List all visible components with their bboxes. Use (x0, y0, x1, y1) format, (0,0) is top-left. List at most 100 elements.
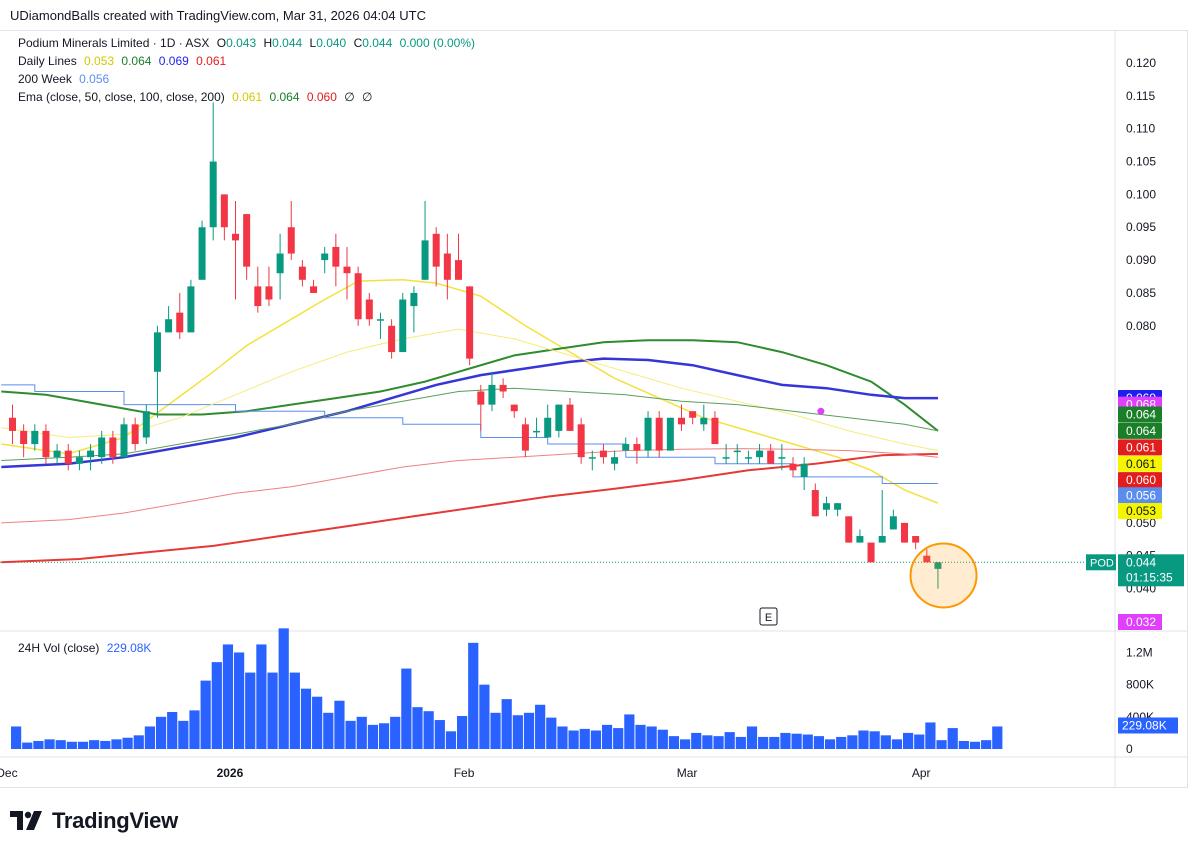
volume-bar (490, 712, 501, 749)
legend-daily-v2: 0.064 (121, 54, 152, 68)
legend-volume[interactable]: 24H Vol (close) 229.08K (18, 641, 155, 655)
legend-daily-v1: 0.053 (84, 54, 115, 68)
volume-bar (702, 735, 713, 749)
volume-bar (245, 672, 256, 749)
candle-body (421, 240, 429, 280)
volume-bar (256, 644, 267, 749)
candle-body (533, 430, 541, 433)
candle-body (577, 424, 585, 458)
volume-bar (958, 740, 969, 749)
volume-bar (646, 726, 657, 749)
candle-body (98, 437, 106, 458)
price-badge-label: 0.061 (1126, 457, 1156, 471)
volume-bar (535, 704, 546, 749)
candle-body (666, 417, 674, 451)
volume-bar (713, 736, 724, 749)
price-badge-label: 0.064 (1126, 424, 1156, 438)
volume-bar (836, 736, 847, 749)
current-price-badge (1118, 554, 1184, 587)
volume-bar (445, 731, 457, 749)
volume-bar (155, 716, 167, 749)
price-badge-label: 0.060 (1126, 473, 1156, 487)
candle-body (388, 325, 396, 353)
candle-body (9, 417, 16, 431)
volume-bar (189, 710, 200, 749)
tradingview-logo[interactable]: TradingView (10, 808, 178, 834)
candle-body (142, 411, 150, 438)
chart-attribution: UDiamondBalls created with TradingView.c… (10, 8, 426, 23)
ma-line-2 (1, 357, 938, 469)
candle-body (153, 332, 161, 372)
countdown-label: 01:15:35 (1126, 570, 1173, 584)
volume-bar (914, 734, 925, 749)
candlestick-chart[interactable]: 0.120 0.115 0.110 0.105 0.100 0.095 0.090 0.085… (0, 0, 1200, 790)
volume-tick-label: 800K (1126, 678, 1154, 692)
price-badge-label: 0.053 (1126, 504, 1156, 518)
volume-bar (468, 642, 479, 749)
candle-body (800, 463, 808, 477)
ma-line-1 (1, 339, 939, 432)
candle-body (834, 503, 842, 510)
volume-bar (211, 662, 222, 749)
volume-bar (512, 715, 523, 749)
volume-bar (746, 726, 758, 749)
candle-body (209, 161, 217, 228)
candle-body (265, 286, 273, 300)
volume-bar (546, 717, 557, 749)
volume-bar (992, 726, 1003, 749)
earnings-marker[interactable] (759, 607, 778, 626)
volume-bar (791, 733, 802, 749)
volume-bar (133, 735, 144, 749)
annotations: E (759, 407, 978, 626)
price-badge (1118, 487, 1162, 504)
axes: 0.120 0.115 0.110 0.105 0.100 0.095 0.090 0.085… (0, 56, 1156, 780)
price-badge-label: 0.064 (1126, 407, 1156, 421)
price-badge (1118, 439, 1162, 456)
legend-daily-v3: 0.069 (158, 54, 189, 68)
candle-body (856, 536, 864, 543)
time-tick-label: Feb (454, 766, 475, 780)
volume-bar (434, 720, 445, 749)
legend-200-week[interactable]: 200 Week 0.056 (18, 72, 113, 86)
volume-bar (378, 723, 390, 749)
volume-bar (769, 736, 780, 749)
legend-ema-v4: ∅ (344, 90, 355, 104)
price-badge (1118, 455, 1162, 472)
volume-bar (222, 644, 234, 749)
candle-body (521, 424, 529, 451)
candle-body (878, 536, 886, 543)
volume-bar (278, 628, 289, 749)
volume-bar (234, 652, 245, 749)
candle-body (711, 417, 719, 445)
symbol-tag-label: POD (1090, 557, 1114, 569)
legend-daily-lines[interactable]: Daily Lines 0.053 0.064 0.069 0.061 (18, 54, 230, 68)
ma-line-7 (1, 448, 939, 524)
tradingview-logo-text: TradingView (52, 808, 178, 833)
time-tick-label: Dec (0, 766, 18, 780)
legend-ema-v2: 0.064 (269, 90, 300, 104)
circle-annotation[interactable] (909, 542, 978, 609)
volume-bar (55, 740, 66, 749)
candle-body (599, 450, 607, 458)
legend-daily-v4: 0.061 (196, 54, 227, 68)
chart-frame (0, 30, 1188, 788)
price-badge-label: 0.061 (1126, 440, 1156, 454)
candle-body (912, 536, 920, 543)
tradingview-logo-icon (10, 811, 42, 830)
candle-body (811, 490, 819, 517)
volume-bar (813, 736, 824, 749)
candle-body (477, 391, 485, 405)
volume-bar (501, 699, 512, 749)
legend-ema[interactable]: Ema (close, 50, close, 100, close, 200) … (18, 90, 377, 104)
volume-bar (100, 740, 111, 749)
price-tick-label: 0.105 (1126, 155, 1156, 169)
candle-body (42, 430, 50, 458)
candle-body (678, 417, 685, 425)
volume-bar (66, 741, 77, 749)
volume-bar (579, 728, 590, 749)
candle-body (20, 430, 28, 445)
volume-bar (33, 740, 44, 749)
volume-bar (668, 736, 680, 749)
volume-bar (289, 672, 300, 749)
volume-bar (345, 720, 356, 749)
